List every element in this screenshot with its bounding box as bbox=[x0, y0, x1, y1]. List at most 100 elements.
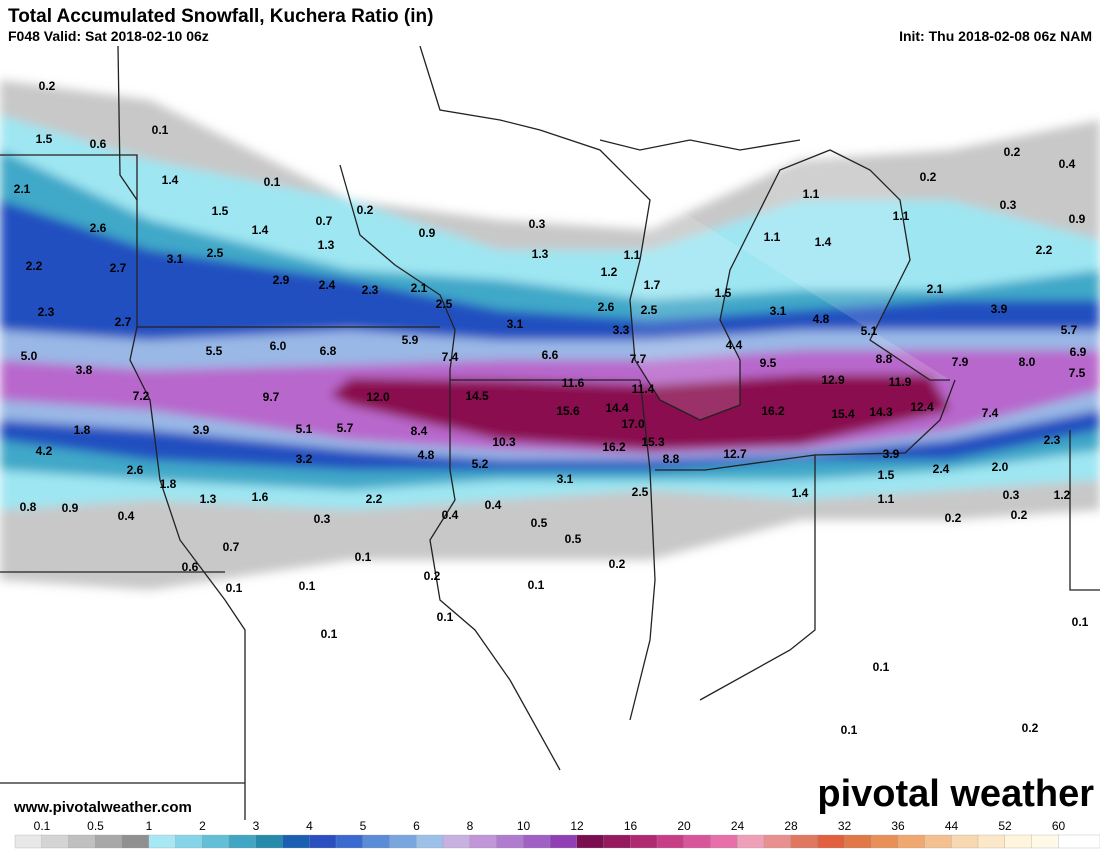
point-value: 1.5 bbox=[212, 204, 229, 218]
point-value: 2.3 bbox=[38, 305, 55, 319]
legend-swatch bbox=[977, 834, 1006, 849]
point-value: 0.1 bbox=[299, 579, 316, 593]
point-value: 0.1 bbox=[226, 581, 243, 595]
point-value: 2.5 bbox=[207, 246, 224, 260]
legend-label: 20 bbox=[677, 819, 691, 833]
point-value: 1.5 bbox=[878, 468, 895, 482]
point-value: 2.6 bbox=[90, 221, 107, 235]
point-value: 2.1 bbox=[14, 182, 31, 196]
point-value: 5.2 bbox=[472, 457, 489, 471]
point-value: 1.5 bbox=[36, 132, 53, 146]
point-value: 1.3 bbox=[318, 238, 335, 252]
point-value: 8.8 bbox=[876, 352, 893, 366]
point-value: 1.1 bbox=[803, 187, 820, 201]
point-value: 7.4 bbox=[982, 406, 999, 420]
legend-label: 28 bbox=[784, 819, 798, 833]
point-value: 1.3 bbox=[532, 247, 549, 261]
point-value: 0.2 bbox=[609, 557, 626, 571]
legend-swatch bbox=[763, 834, 792, 849]
point-value: 2.5 bbox=[632, 485, 649, 499]
legend-swatch bbox=[228, 834, 257, 849]
point-value: 2.2 bbox=[366, 492, 383, 506]
point-value: 0.7 bbox=[223, 540, 240, 554]
legend-label: 24 bbox=[731, 819, 745, 833]
point-value: 0.1 bbox=[355, 550, 372, 564]
point-value: 12.9 bbox=[821, 373, 845, 387]
point-value: 0.2 bbox=[39, 79, 56, 93]
point-value: 17.0 bbox=[621, 417, 645, 431]
point-value: 2.5 bbox=[641, 303, 658, 317]
point-value: 1.1 bbox=[764, 230, 781, 244]
point-value: 4.4 bbox=[726, 338, 743, 352]
point-value: 1.5 bbox=[715, 286, 732, 300]
legend-label: 32 bbox=[838, 819, 852, 833]
map-title: Total Accumulated Snowfall, Kuchera Rati… bbox=[8, 6, 433, 27]
point-value: 2.6 bbox=[127, 463, 144, 477]
legend-label: 0.1 bbox=[34, 819, 51, 833]
legend-swatch bbox=[442, 834, 471, 849]
point-value: 0.2 bbox=[357, 203, 374, 217]
legend-swatch bbox=[175, 834, 203, 849]
point-value: 0.1 bbox=[528, 578, 545, 592]
point-value: 3.2 bbox=[296, 452, 313, 466]
point-value: 7.4 bbox=[442, 350, 459, 364]
point-value: 3.1 bbox=[507, 317, 524, 331]
url-box bbox=[8, 795, 223, 819]
legend-label: 10 bbox=[517, 819, 531, 833]
point-value: 15.6 bbox=[556, 404, 580, 418]
point-value: 0.1 bbox=[841, 723, 858, 737]
point-value: 9.5 bbox=[760, 356, 777, 370]
point-value: 11.4 bbox=[632, 382, 655, 396]
point-value: 4.8 bbox=[813, 312, 830, 326]
legend-swatch bbox=[603, 834, 631, 849]
snow-bands bbox=[0, 80, 1100, 590]
legend-swatch bbox=[95, 834, 123, 849]
point-value: 7.2 bbox=[133, 389, 150, 403]
point-value: 0.5 bbox=[565, 532, 582, 546]
legend-swatch bbox=[41, 834, 69, 849]
point-value: 2.7 bbox=[115, 315, 132, 329]
point-value: 8.0 bbox=[1019, 355, 1036, 369]
point-value: 4.8 bbox=[418, 448, 435, 462]
point-value: 0.1 bbox=[264, 175, 281, 189]
point-value: 10.3 bbox=[492, 435, 516, 449]
point-value: 2.0 bbox=[992, 460, 1009, 474]
legend-label: 16 bbox=[624, 819, 638, 833]
point-value: 5.0 bbox=[21, 349, 38, 363]
legend-label: 1 bbox=[146, 819, 153, 833]
point-value: 15.3 bbox=[641, 435, 665, 449]
point-value: 0.9 bbox=[62, 501, 79, 515]
point-value: 2.2 bbox=[1036, 243, 1053, 257]
point-value: 1.3 bbox=[200, 492, 217, 506]
legend-label: 5 bbox=[360, 819, 367, 833]
point-value: 16.2 bbox=[602, 440, 626, 454]
legend-label: 60 bbox=[1052, 819, 1066, 833]
point-value: 1.6 bbox=[252, 490, 269, 504]
point-value: 2.4 bbox=[319, 278, 336, 292]
legend-swatch bbox=[683, 834, 711, 849]
legend-label: 4 bbox=[306, 819, 313, 833]
legend-swatch bbox=[202, 834, 230, 849]
legend-label: 44 bbox=[945, 819, 959, 833]
point-value: 0.1 bbox=[437, 610, 454, 624]
legend-swatch bbox=[1058, 834, 1100, 849]
legend-swatch bbox=[790, 834, 818, 849]
legend-swatch bbox=[362, 834, 390, 849]
point-value: 0.2 bbox=[1004, 145, 1021, 159]
point-value: 2.7 bbox=[110, 261, 127, 275]
legend-swatch bbox=[255, 834, 283, 849]
point-value: 0.6 bbox=[182, 560, 199, 574]
point-value: 12.7 bbox=[723, 447, 747, 461]
point-value: 7.5 bbox=[1069, 366, 1086, 380]
brand-watermark: pivotal weather bbox=[817, 773, 1094, 815]
point-value: 5.7 bbox=[337, 421, 354, 435]
point-value: 11.9 bbox=[889, 375, 912, 389]
point-value: 1.4 bbox=[815, 235, 832, 249]
point-value: 0.2 bbox=[945, 511, 962, 525]
point-value: 2.6 bbox=[598, 300, 615, 314]
point-value: 0.3 bbox=[529, 217, 546, 231]
legend-label: 12 bbox=[570, 819, 584, 833]
point-value: 0.4 bbox=[442, 508, 459, 522]
point-value: 0.9 bbox=[419, 226, 436, 240]
point-value: 3.9 bbox=[991, 302, 1008, 316]
